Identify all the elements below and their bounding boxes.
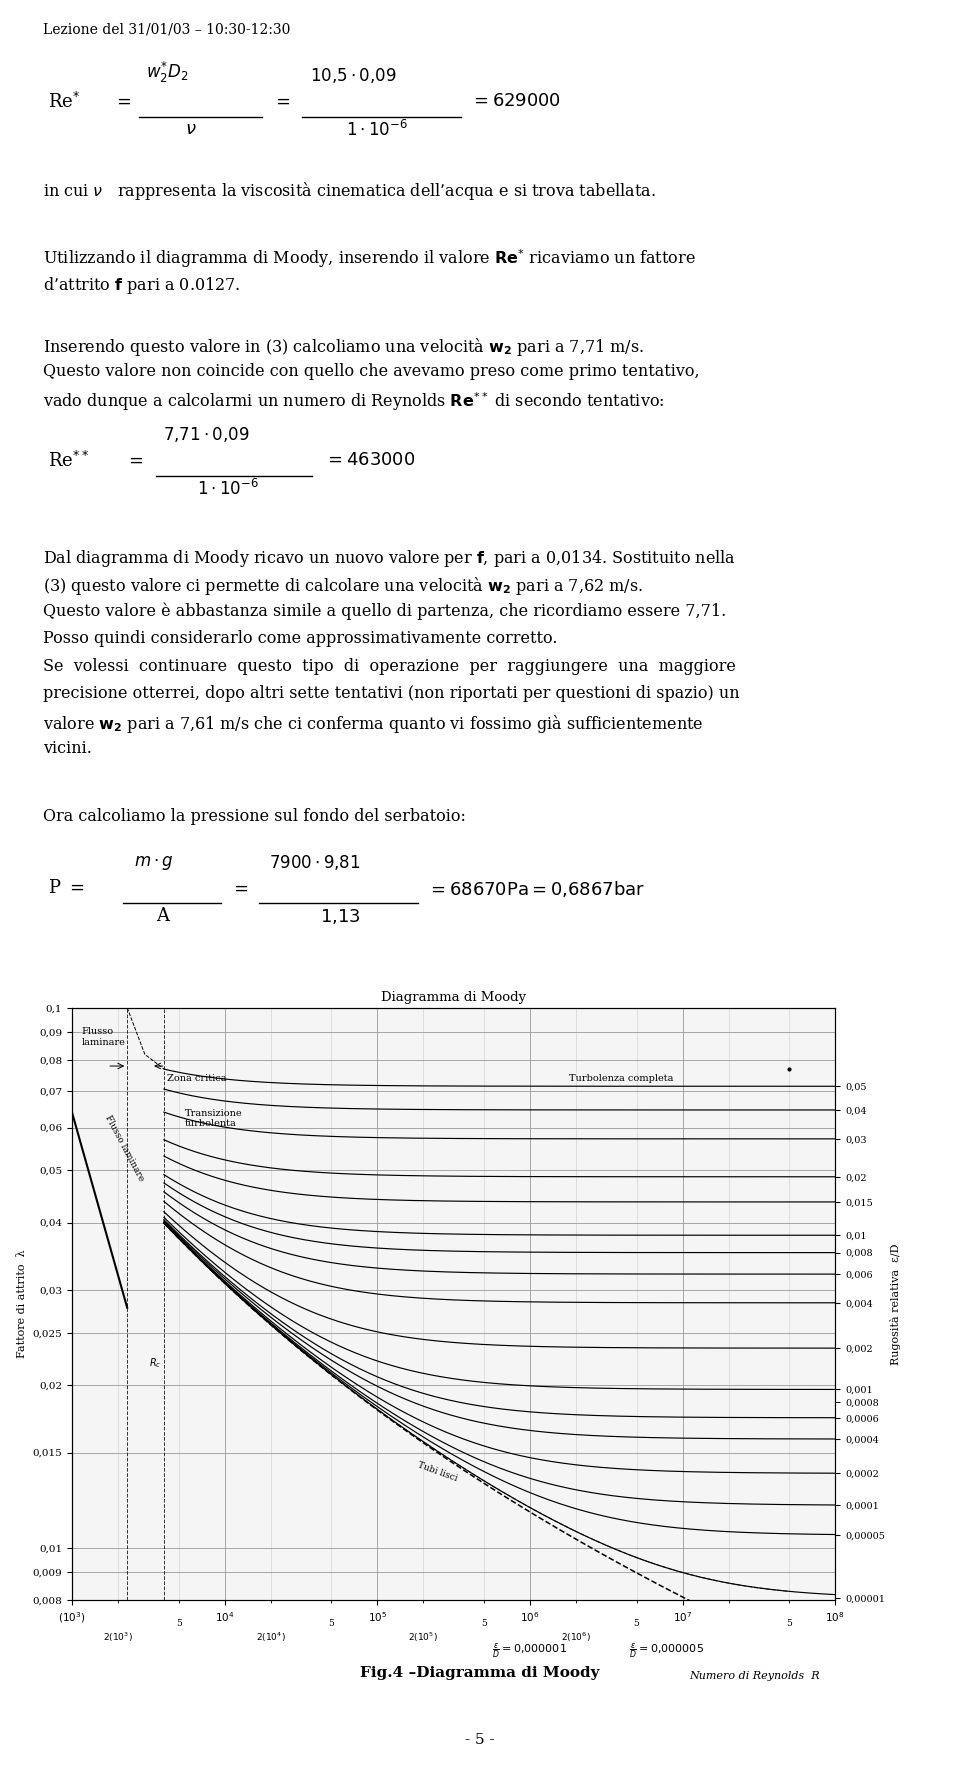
Text: $= 629000$: $= 629000$ (470, 92, 562, 110)
Text: $=$: $=$ (125, 451, 143, 469)
Text: $= 68670\mathrm{Pa} = 0{,}6867\mathrm{bar}$: $= 68670\mathrm{Pa} = 0{,}6867\mathrm{ba… (427, 879, 645, 898)
Text: Numero di Reynolds  R: Numero di Reynolds R (689, 1671, 820, 1681)
Text: - 5 -: - 5 - (466, 1733, 494, 1747)
Text: 5: 5 (786, 1619, 792, 1628)
Text: vicini.: vicini. (43, 739, 92, 757)
Text: $2(10^5)$: $2(10^5)$ (408, 1630, 438, 1644)
Text: $1 \cdot 10^{-6}$: $1 \cdot 10^{-6}$ (197, 479, 259, 499)
Text: Zona critica: Zona critica (167, 1073, 227, 1082)
Text: $m \cdot g$: $m \cdot g$ (134, 854, 175, 872)
Text: $= 463000$: $= 463000$ (324, 451, 416, 469)
Text: Posso quindi considerarlo come approssimativamente corretto.: Posso quindi considerarlo come approssim… (43, 631, 558, 647)
Text: $2(10^4)$: $2(10^4)$ (255, 1630, 285, 1644)
Text: Transizione
turbolenta: Transizione turbolenta (185, 1109, 243, 1128)
Text: valore $\mathbf{w_2}$ pari a 7,61 m/s che ci conferma quanto vi fossimo già suff: valore $\mathbf{w_2}$ pari a 7,61 m/s ch… (43, 713, 704, 734)
Text: P $=$: P $=$ (48, 879, 84, 896)
Text: $2(10^6)$: $2(10^6)$ (561, 1630, 590, 1644)
Text: Questo valore non coincide con quello che avevamo preso come primo tentativo,: Questo valore non coincide con quello ch… (43, 362, 700, 380)
Text: Utilizzando il diagramma di Moody, inserendo il valore $\mathbf{Re}^{*}$ ricavia: Utilizzando il diagramma di Moody, inser… (43, 248, 696, 271)
Text: Dal diagramma di Moody ricavo un nuovo valore per $\mathbf{f}$, pari a 0,0134. S: Dal diagramma di Moody ricavo un nuovo v… (43, 548, 736, 569)
Text: Re$^{**}$: Re$^{**}$ (48, 451, 89, 470)
Text: Flusso laminare: Flusso laminare (103, 1114, 146, 1183)
Text: $\frac{\varepsilon}{D} = 0{,}000005$: $\frac{\varepsilon}{D} = 0{,}000005$ (629, 1641, 705, 1660)
Text: Re$^{*}$: Re$^{*}$ (48, 92, 81, 111)
Text: 5: 5 (328, 1619, 334, 1628)
Y-axis label: Rugosità relativa  ε/D: Rugosità relativa ε/D (891, 1243, 901, 1365)
Text: Se  volessi  continuare  questo  tipo  di  operazione  per  raggiungere  una  ma: Se volessi continuare questo tipo di ope… (43, 658, 736, 675)
Text: Inserendo questo valore in (3) calcoliamo una velocità $\mathbf{w_2}$ pari a 7,7: Inserendo questo valore in (3) calcoliam… (43, 336, 644, 357)
Text: A: A (156, 907, 170, 925)
Text: Fig.4 –Diagramma di Moody: Fig.4 –Diagramma di Moody (360, 1665, 600, 1680)
Text: Lezione del 31/01/03 – 10:30-12:30: Lezione del 31/01/03 – 10:30-12:30 (43, 21, 291, 35)
Text: $2(10^3)$: $2(10^3)$ (103, 1630, 132, 1644)
Text: $=$: $=$ (113, 92, 132, 110)
Text: $R_c$: $R_c$ (149, 1356, 161, 1370)
Text: in cui $\nu$   rappresenta la viscosità cinematica dell’acqua e si trova tabella: in cui $\nu$ rappresenta la viscosità ci… (43, 180, 656, 202)
Text: vado dunque a calcolarmi un numero di Reynolds $\mathbf{Re}^{**}$ di secondo ten: vado dunque a calcolarmi un numero di Re… (43, 391, 664, 414)
Text: $\nu$: $\nu$ (185, 120, 197, 138)
Text: $w_{2}^{*}D_{2}$: $w_{2}^{*}D_{2}$ (146, 60, 188, 85)
Text: Tubi lisci: Tubi lisci (417, 1460, 459, 1483)
Text: Flusso
laminare: Flusso laminare (82, 1027, 125, 1047)
Text: precisione otterrei, dopo altri sette tentativi (non riportati per questioni di : precisione otterrei, dopo altri sette te… (43, 686, 740, 702)
Text: $\frac{\varepsilon}{D} = 0{,}000001$: $\frac{\varepsilon}{D} = 0{,}000001$ (492, 1641, 566, 1660)
Text: $7900 \cdot 9{,}81$: $7900 \cdot 9{,}81$ (269, 852, 360, 872)
Text: $10{,}5 \cdot 0{,}09$: $10{,}5 \cdot 0{,}09$ (310, 65, 396, 85)
Text: $7{,}71 \cdot 0{,}09$: $7{,}71 \cdot 0{,}09$ (163, 424, 250, 444)
Text: $1{,}13$: $1{,}13$ (320, 907, 360, 926)
Text: d’attrito $\mathbf{f}$ pari a 0.0127.: d’attrito $\mathbf{f}$ pari a 0.0127. (43, 274, 241, 295)
Text: (3) questo valore ci permette di calcolare una velocità $\mathbf{w_2}$ pari a 7,: (3) questo valore ci permette di calcola… (43, 575, 643, 598)
Text: $1 \cdot 10^{-6}$: $1 \cdot 10^{-6}$ (346, 120, 408, 140)
Text: 5: 5 (176, 1619, 181, 1628)
Text: Ora calcoliamo la pressione sul fondo del serbatoio:: Ora calcoliamo la pressione sul fondo de… (43, 808, 466, 826)
Text: $=$: $=$ (272, 92, 290, 110)
Title: Diagramma di Moody: Diagramma di Moody (381, 990, 526, 1004)
Text: Turbolenza completa: Turbolenza completa (569, 1073, 673, 1082)
Text: 5: 5 (481, 1619, 487, 1628)
Text: 5: 5 (634, 1619, 639, 1628)
Y-axis label: Fattore di attrito  λ: Fattore di attrito λ (17, 1250, 27, 1358)
Text: Questo valore è abbastanza simile a quello di partenza, che ricordiamo essere 7,: Questo valore è abbastanza simile a quel… (43, 603, 727, 621)
Text: $=$: $=$ (230, 879, 249, 896)
